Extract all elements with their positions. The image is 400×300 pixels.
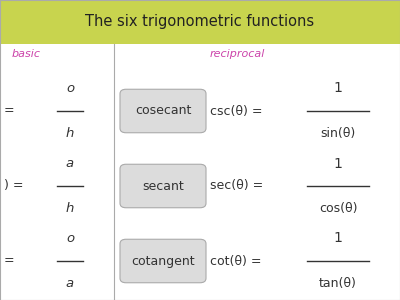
Text: sec(θ) =: sec(θ) =	[210, 179, 263, 193]
Text: secant: secant	[142, 179, 184, 193]
Text: =: =	[4, 104, 19, 118]
FancyBboxPatch shape	[120, 89, 206, 133]
Text: 1: 1	[334, 157, 342, 170]
Text: The six trigonometric functions: The six trigonometric functions	[86, 14, 314, 29]
Text: a: a	[66, 277, 74, 290]
Text: o: o	[66, 82, 74, 95]
Text: =: =	[4, 254, 19, 268]
Text: sin(θ): sin(θ)	[320, 127, 356, 140]
Text: csc(θ) =: csc(θ) =	[210, 104, 262, 118]
Text: tan(θ): tan(θ)	[319, 277, 357, 290]
Text: cotangent: cotangent	[131, 254, 195, 268]
Text: cos(θ): cos(θ)	[319, 202, 357, 215]
Text: ) =: ) =	[4, 179, 28, 193]
Text: cosecant: cosecant	[135, 104, 191, 118]
Text: h: h	[66, 127, 74, 140]
FancyBboxPatch shape	[120, 164, 206, 208]
Text: o: o	[66, 232, 74, 245]
Text: reciprocal: reciprocal	[210, 49, 265, 59]
FancyBboxPatch shape	[120, 239, 206, 283]
Text: 1: 1	[334, 82, 342, 95]
Text: h: h	[66, 202, 74, 215]
Text: 1: 1	[334, 232, 342, 245]
Text: a: a	[66, 157, 74, 170]
Text: cot(θ) =: cot(θ) =	[210, 254, 262, 268]
Bar	[0, 0, 400, 44]
Text: basic: basic	[12, 49, 41, 59]
